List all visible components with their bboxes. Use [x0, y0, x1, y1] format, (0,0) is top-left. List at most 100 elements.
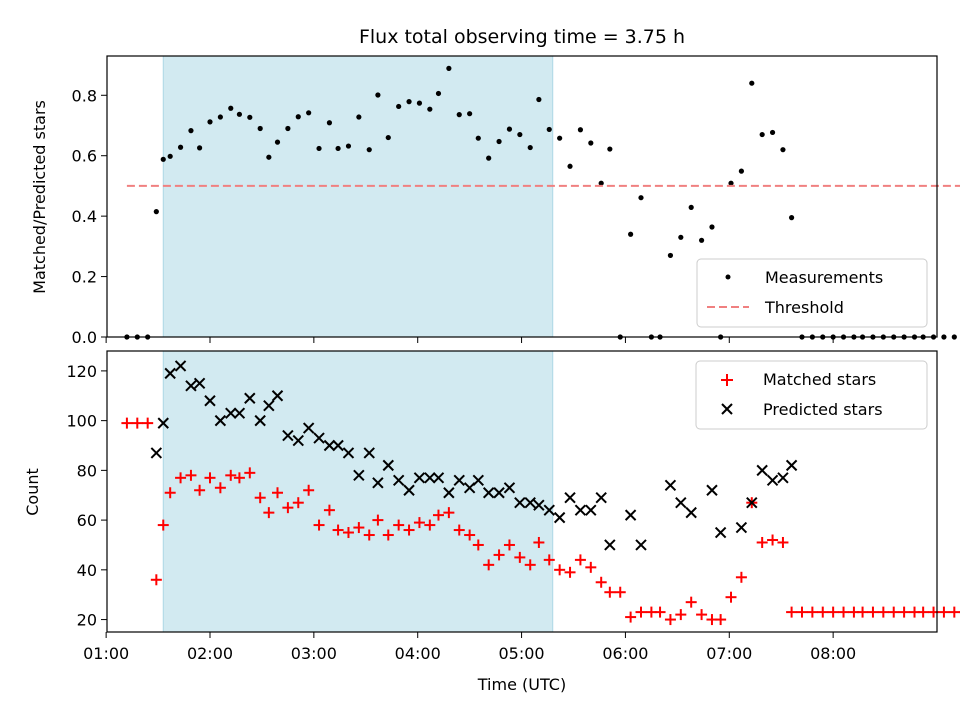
predicted-stars-point — [244, 392, 256, 404]
predicted-stars-point — [503, 482, 516, 494]
measurements-point — [247, 114, 253, 120]
measurements-point — [217, 114, 223, 120]
measurements-point — [567, 163, 573, 169]
predicted-stars-point — [233, 407, 246, 419]
measurements-point — [536, 96, 542, 103]
x-tick-label: 02:00 — [187, 644, 233, 663]
matched-stars-point — [303, 484, 315, 496]
predicted-stars-point — [392, 474, 405, 487]
matched-stars-point — [786, 606, 798, 618]
measurements-point — [153, 209, 159, 215]
measurements-point — [326, 120, 333, 126]
top-y-axis-label: Matched/Predicted stars — [30, 100, 49, 294]
measurements-point — [416, 100, 423, 106]
matched-stars-point — [185, 469, 197, 481]
measurements-point — [345, 143, 352, 149]
measurements-point — [188, 128, 194, 134]
measurements-point — [557, 135, 563, 141]
predicted-stars-point — [254, 414, 266, 427]
matched-stars-point — [917, 606, 929, 618]
predicted-stars-point — [157, 417, 169, 429]
measurements-point — [951, 334, 957, 340]
predicted-stars-point — [604, 539, 616, 551]
x-tick-label: 03:00 — [291, 644, 337, 663]
predicted-stars-point — [524, 496, 536, 509]
predicted-stars-point — [342, 447, 355, 459]
measurements-point — [788, 215, 795, 221]
measurements-point — [527, 144, 533, 151]
measurements-point — [467, 111, 473, 117]
predicted-stars-point — [443, 487, 455, 499]
measurements-point — [306, 110, 312, 116]
predicted-stars-point — [493, 487, 505, 499]
predicted-stars-point — [271, 390, 284, 402]
measurements-point — [197, 145, 203, 151]
bottom-y-tick-label: 60 — [77, 511, 97, 530]
matched-stars-point — [353, 522, 365, 534]
top-y-tick-label: 0.2 — [72, 268, 97, 287]
bottom-y-axis-label: Count — [23, 468, 42, 516]
x-axis-label: Time (UTC) — [477, 675, 566, 694]
measurements-point — [506, 126, 513, 132]
measurements-point — [446, 65, 452, 71]
bottom-y-tick-label: 40 — [77, 561, 97, 580]
measurements-point — [941, 334, 947, 340]
chart-title: Flux total observing time = 3.75 h — [359, 26, 685, 48]
measurements-point — [577, 127, 584, 133]
matched-stars-point — [204, 472, 216, 484]
measurements-point — [678, 234, 684, 240]
measurements-point — [598, 180, 604, 186]
predicted-stars-point — [403, 484, 415, 496]
predicted-stars-point — [585, 504, 597, 516]
predicted-stars-point — [574, 504, 587, 516]
measurements-point — [709, 224, 715, 230]
measurements-point — [167, 153, 173, 159]
legend-predicted-marker — [721, 403, 733, 415]
measurements-point — [607, 146, 613, 152]
measurements-point — [475, 135, 481, 141]
top-y-tick-label: 0.0 — [72, 328, 97, 347]
measurements-point — [688, 204, 694, 210]
matched-stars-point — [393, 519, 405, 531]
measurements-point — [160, 156, 166, 162]
predicted-stars-point — [756, 464, 768, 477]
predicted-stars-point — [193, 377, 206, 390]
matched-stars-point — [244, 467, 256, 479]
measurements-point — [667, 252, 674, 259]
matched-stars-point — [254, 492, 266, 504]
matched-stars-point — [514, 551, 526, 563]
matched-stars-point — [121, 417, 133, 429]
measurements-point — [356, 114, 362, 120]
matched-stars-point — [796, 606, 808, 618]
measurements-point — [207, 119, 213, 125]
measurements-point — [316, 145, 322, 152]
x-tick-label: 01:00 — [83, 644, 129, 663]
matched-stars-point — [524, 559, 536, 571]
measurements-point — [759, 131, 765, 138]
predicted-stars-point — [372, 477, 384, 489]
matched-stars-point — [817, 606, 829, 618]
matched-stars-point — [585, 561, 597, 573]
matched-stars-point — [725, 591, 737, 603]
top-observing-window — [162, 55, 554, 338]
matched-stars-point — [432, 509, 444, 521]
matched-stars-point — [675, 609, 687, 621]
legend-predicted-label: Predicted stars — [763, 400, 883, 419]
measurements-point — [266, 154, 272, 160]
matched-stars-point — [614, 586, 626, 598]
matched-stars-point — [175, 472, 187, 484]
measurements-point — [274, 139, 281, 145]
matched-stars-point — [382, 529, 394, 541]
predicted-stars-point — [225, 407, 237, 419]
matched-stars-point — [543, 554, 555, 566]
measurements-point — [546, 126, 552, 133]
matched-stars-point — [867, 606, 879, 618]
measurements-point — [588, 140, 594, 146]
measurements-point — [728, 180, 734, 186]
matched-stars-point — [313, 519, 325, 531]
predicted-stars-point — [204, 395, 216, 407]
measurements-point — [228, 105, 234, 111]
matched-stars-point — [625, 611, 637, 623]
measurements-point — [385, 134, 391, 141]
